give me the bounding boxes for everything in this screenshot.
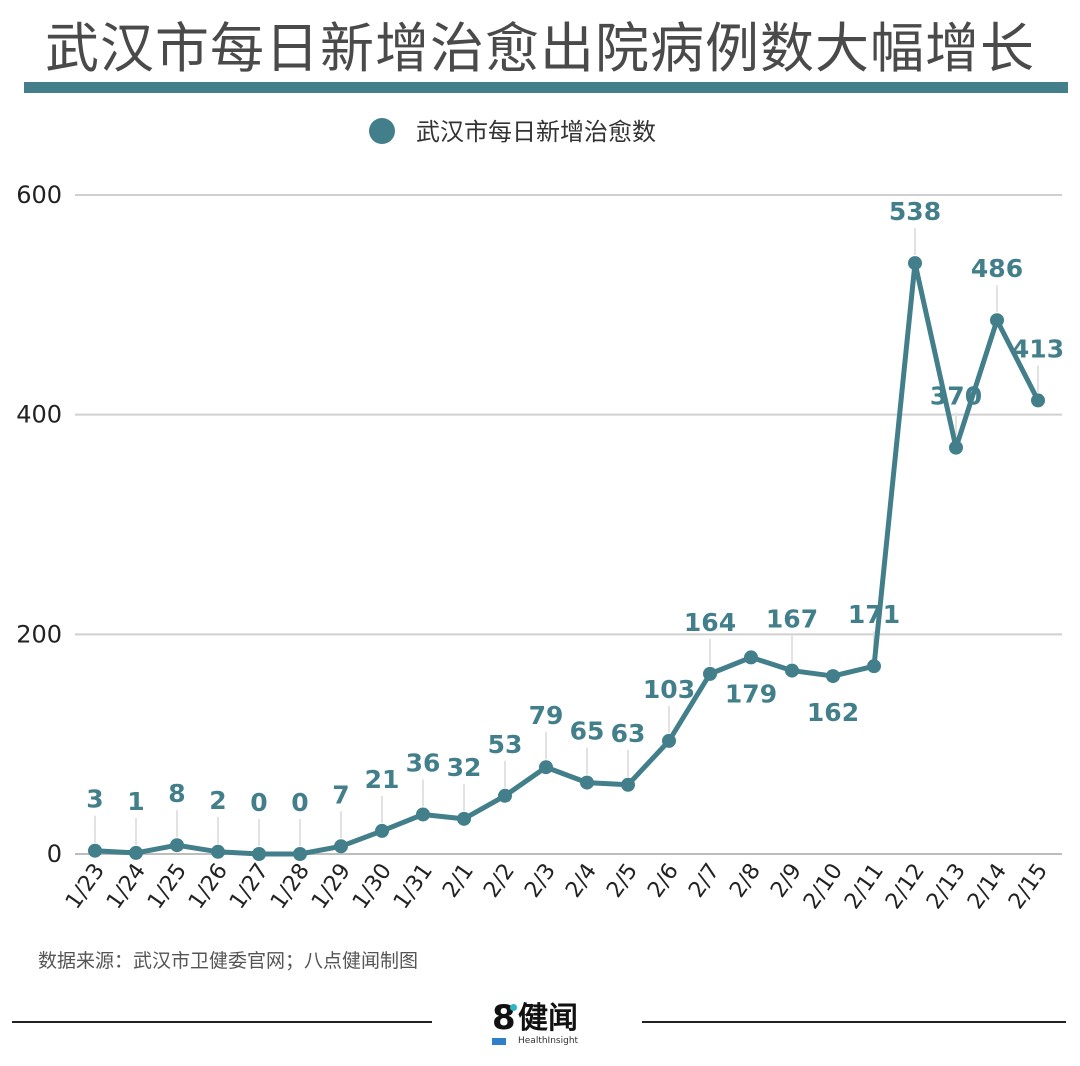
data-label: 167 bbox=[766, 605, 818, 634]
x-tick-label: 2/8 bbox=[725, 859, 766, 902]
data-point bbox=[539, 760, 553, 775]
data-point bbox=[949, 440, 963, 455]
brand-logo: 8 健闻 HealthInsight bbox=[492, 998, 592, 1050]
data-point bbox=[252, 847, 266, 861]
data-label: 179 bbox=[725, 679, 777, 708]
x-tick-label: 1/24 bbox=[102, 859, 151, 914]
x-tick-label: 2/12 bbox=[881, 859, 930, 914]
logo-number: 8 bbox=[492, 998, 516, 1038]
data-point bbox=[580, 775, 594, 790]
x-axis-tick-labels: 1/231/241/251/261/271/281/291/301/31 2/1 2… bbox=[61, 859, 1053, 914]
data-point bbox=[416, 807, 430, 822]
x-tick-label: 2/1 bbox=[438, 859, 479, 902]
footer-rule-right bbox=[642, 1021, 1066, 1023]
chart-title: 武汉市每日新增治愈出院病例数大幅增长 bbox=[45, 17, 1035, 80]
data-label: 0 bbox=[250, 788, 267, 817]
data-label: 79 bbox=[529, 701, 564, 730]
y-tick-label: 600 bbox=[16, 181, 62, 209]
y-tick-label: 400 bbox=[16, 401, 62, 429]
footer-rule-left bbox=[12, 1021, 432, 1023]
x-tick-label: 2/15 bbox=[1004, 859, 1053, 914]
x-tick-label: 2/10 bbox=[799, 859, 848, 914]
data-label: 63 bbox=[611, 719, 646, 748]
series-line-group bbox=[92, 260, 1041, 857]
data-label: 1 bbox=[127, 787, 144, 816]
x-tick-label: 1/26 bbox=[184, 859, 233, 914]
data-label: 370 bbox=[930, 382, 982, 411]
x-tick-label: 2/3 bbox=[520, 859, 561, 902]
data-points bbox=[88, 256, 1045, 861]
data-point bbox=[867, 659, 881, 674]
data-label: 162 bbox=[807, 698, 859, 727]
data-point bbox=[375, 823, 389, 838]
y-tick-label: 200 bbox=[16, 620, 62, 648]
data-point bbox=[129, 845, 143, 860]
data-label: 413 bbox=[1012, 334, 1064, 363]
data-label: 0 bbox=[291, 788, 308, 817]
data-label: 53 bbox=[488, 730, 523, 759]
data-label: 36 bbox=[406, 748, 441, 777]
legend-label: 武汉市每日新增治愈数 bbox=[416, 118, 656, 146]
x-tick-label: 1/27 bbox=[225, 859, 274, 914]
x-tick-label: 1/30 bbox=[348, 859, 397, 914]
series-line bbox=[92, 260, 1041, 857]
data-point bbox=[211, 844, 225, 859]
data-label: 486 bbox=[971, 254, 1023, 283]
logo-name: 健闻 bbox=[518, 1001, 578, 1036]
x-tick-label: 1/29 bbox=[307, 859, 356, 914]
data-label: 2 bbox=[209, 786, 226, 815]
data-point bbox=[1031, 393, 1045, 408]
logo-dot-icon bbox=[510, 1004, 517, 1011]
data-point bbox=[621, 777, 635, 792]
data-point bbox=[334, 839, 348, 854]
data-point bbox=[170, 838, 184, 853]
data-label: 32 bbox=[447, 753, 482, 782]
x-tick-label: 2/6 bbox=[643, 859, 684, 902]
data-label: 538 bbox=[889, 197, 941, 226]
data-point bbox=[990, 313, 1004, 328]
y-axis-tick-labels: 0 200 400 600 bbox=[16, 181, 62, 868]
data-point bbox=[662, 733, 676, 748]
data-label: 65 bbox=[570, 717, 605, 746]
x-tick-label: 2/7 bbox=[684, 859, 725, 902]
data-point bbox=[457, 811, 471, 826]
data-label: 21 bbox=[365, 765, 400, 794]
x-tick-label: 2/2 bbox=[479, 859, 520, 902]
data-point bbox=[785, 663, 799, 678]
gridlines bbox=[75, 194, 1062, 855]
data-label: 8 bbox=[168, 779, 185, 808]
data-point bbox=[293, 847, 307, 861]
legend: 武汉市每日新增治愈数 bbox=[369, 118, 656, 146]
y-tick-label: 0 bbox=[47, 840, 62, 868]
data-point bbox=[88, 843, 102, 858]
title-underline-bar bbox=[24, 82, 1068, 93]
data-label: 103 bbox=[643, 675, 695, 704]
logo-subtitle: HealthInsight bbox=[518, 1036, 579, 1046]
x-tick-label: 1/31 bbox=[389, 859, 438, 914]
data-point bbox=[498, 788, 512, 803]
data-label: 7 bbox=[332, 780, 349, 809]
x-tick-label: 2/4 bbox=[561, 859, 602, 902]
data-label: 171 bbox=[848, 600, 900, 629]
x-tick-label: 2/14 bbox=[963, 859, 1012, 914]
x-tick-label: 2/5 bbox=[602, 859, 643, 902]
data-point bbox=[826, 669, 840, 684]
x-tick-label: 2/11 bbox=[840, 859, 889, 914]
source-note: 数据来源：武汉市卫健委官网；八点健闻制图 bbox=[38, 950, 419, 972]
x-tick-label: 1/23 bbox=[61, 859, 110, 914]
data-point bbox=[908, 256, 922, 271]
logo-badge-icon bbox=[492, 1038, 506, 1045]
data-label: 3 bbox=[86, 785, 103, 814]
x-tick-label: 1/25 bbox=[143, 859, 192, 914]
label-leader-lines bbox=[94, 228, 1039, 846]
data-point bbox=[703, 666, 717, 681]
data-label: 164 bbox=[684, 608, 736, 637]
x-tick-label: 1/28 bbox=[266, 859, 315, 914]
data-point bbox=[744, 650, 758, 665]
legend-marker bbox=[369, 118, 395, 144]
x-tick-label: 2/13 bbox=[922, 859, 971, 914]
